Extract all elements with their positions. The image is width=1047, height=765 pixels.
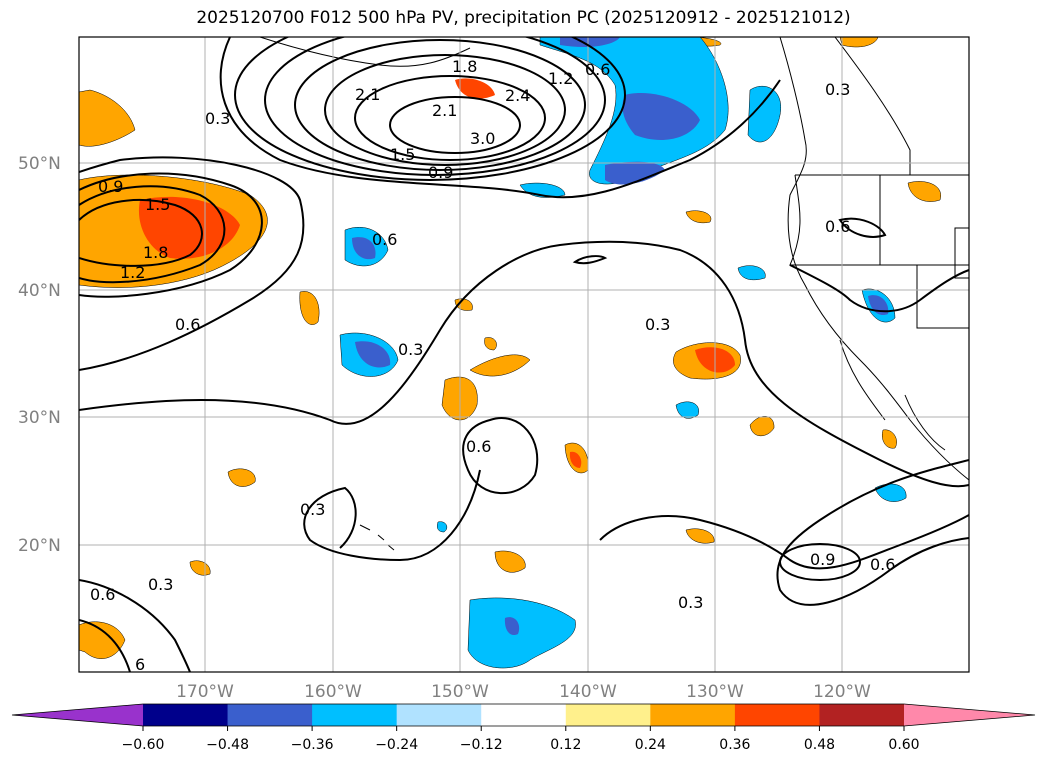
colorbar-tick-label: 0.60	[888, 737, 919, 753]
contour-label: 0.9	[428, 163, 453, 182]
contour-label: 6	[135, 655, 145, 674]
contour-label: 0.3	[300, 500, 325, 519]
contour-label: 0.3	[645, 315, 670, 334]
contour-label: 2.1	[432, 101, 457, 120]
colorbar-segment	[143, 704, 229, 726]
contour-label: 0.6	[585, 60, 610, 79]
contour-labels: 3.0 2.1 2.4 1.8 2.1 1.5 0.9 1.2 0.6 0.3 …	[90, 57, 895, 674]
contour-label: 1.8	[143, 243, 168, 262]
lat-label: 50°N	[18, 154, 61, 174]
map-title: 2025120700 F012 500 hPa PV, precipitatio…	[196, 8, 851, 28]
longitude-labels: 170°W 160°W 150°W 140°W 130°W 120°W	[176, 682, 871, 702]
contour-label: 0.9	[810, 550, 835, 569]
colorbar-segment	[481, 704, 567, 726]
contour-label: 0.3	[205, 109, 230, 128]
contour-label: 0.6	[870, 555, 895, 574]
colorbar-tick-label: 0.36	[719, 737, 750, 753]
contour-label: 0.3	[148, 575, 173, 594]
colorbar: −0.60 −0.48 −0.36 −0.24 −0.12 0.12 0.24 0.36 0.4…	[11, 703, 1036, 753]
contour-label: 1.5	[390, 145, 415, 164]
contour-label: 0.6	[825, 217, 850, 236]
colorbar-tick-label: 0.12	[550, 737, 581, 753]
contour-label: 0.6	[175, 315, 200, 334]
contour-label: 1.2	[120, 263, 145, 282]
map-plot-area: 3.0 2.1 2.4 1.8 2.1 1.5 0.9 1.2 0.6 0.3 …	[79, 37, 969, 674]
colorbar-tick-label: −0.48	[206, 737, 249, 753]
contour-label: 0.3	[678, 593, 703, 612]
lon-label: 120°W	[813, 682, 871, 702]
contour-label: 3.0	[470, 129, 495, 148]
colorbar-tick-label: −0.36	[291, 737, 334, 753]
colorbar-extend-high	[904, 704, 1035, 726]
pv-contours	[79, 37, 969, 672]
colorbar-segment	[819, 704, 905, 726]
contour-label: 1.2	[548, 69, 573, 88]
lat-label: 20°N	[18, 536, 61, 556]
colorbar-tick-label: 0.24	[635, 737, 666, 753]
colorbar-segment	[396, 704, 482, 726]
colorbar-segment	[227, 704, 313, 726]
colorbar-segment	[650, 704, 736, 726]
contour-label: 1.5	[145, 195, 170, 214]
contour-label: 0.3	[825, 80, 850, 99]
lon-label: 150°W	[431, 682, 489, 702]
colorbar-extend-low	[12, 704, 143, 726]
map-frame	[78, 36, 970, 673]
contour-label: 0.9	[98, 177, 123, 196]
lon-label: 160°W	[304, 682, 362, 702]
colorbar-tick-label: −0.60	[122, 737, 165, 753]
colorbar-tick-label: −0.12	[460, 737, 503, 753]
contour-label: 2.1	[355, 85, 380, 104]
contour-label: 0.3	[398, 340, 423, 359]
colorbar-tick-label: −0.24	[375, 737, 418, 753]
contour-label: 0.6	[372, 230, 397, 249]
contour-label: 0.6	[466, 437, 491, 456]
colorbar-segment	[565, 704, 651, 726]
latitude-labels: 50°N 40°N 30°N 20°N	[18, 154, 61, 556]
contour-label: 1.8	[452, 57, 477, 76]
lon-label: 170°W	[176, 682, 234, 702]
contour-label: 0.6	[90, 585, 115, 604]
colorbar-tick-label: 0.48	[804, 737, 835, 753]
colorbar-segment	[734, 704, 820, 726]
lat-label: 40°N	[18, 281, 61, 301]
lat-label: 30°N	[18, 408, 61, 428]
colorbar-segment	[312, 704, 398, 726]
coastlines	[259, 37, 969, 551]
lon-label: 130°W	[686, 682, 744, 702]
contour-label: 2.4	[505, 86, 530, 105]
lon-label: 140°W	[559, 682, 617, 702]
